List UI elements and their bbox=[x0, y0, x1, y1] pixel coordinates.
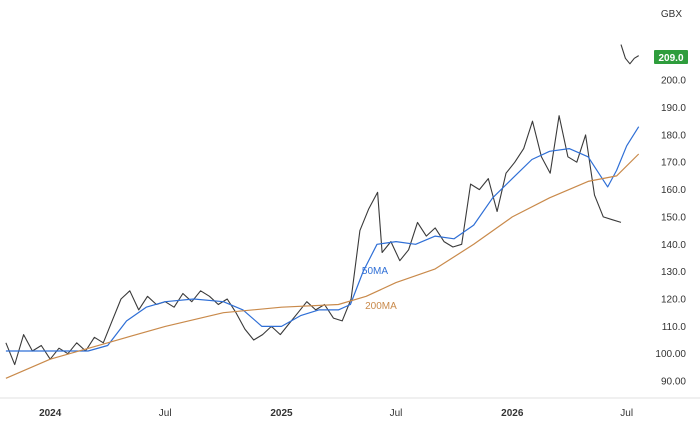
x-tick-label: 2026 bbox=[501, 408, 524, 419]
y-tick-label: 160.0 bbox=[661, 185, 686, 196]
y-tick-label: 170.0 bbox=[661, 158, 686, 169]
ma-label-200ma: 200MA bbox=[365, 301, 397, 312]
last-price-tag-bg bbox=[654, 50, 688, 64]
series-layer bbox=[5, 44, 640, 379]
y-tick-label: 140.0 bbox=[661, 240, 686, 251]
x-tick-label: 2025 bbox=[270, 408, 293, 419]
price-series-line-1 bbox=[620, 44, 639, 65]
y-tick-label: 100.00 bbox=[655, 349, 686, 360]
series-line-200ma bbox=[5, 153, 640, 379]
y-tick-label: 110.0 bbox=[662, 322, 687, 333]
y-tick-label: 120.0 bbox=[661, 295, 686, 306]
price-series-line-0 bbox=[5, 115, 622, 366]
x-tick-label: Jul bbox=[159, 408, 172, 419]
series-line-50ma bbox=[5, 126, 640, 352]
y-axis: 90.00 100.00 110.0 120.0 130.0 140.0 150.0 160.… bbox=[655, 76, 686, 388]
x-tick-label: Jul bbox=[390, 408, 403, 419]
y-tick-label: 130.0 bbox=[661, 267, 686, 278]
last-price-value: 209.0 bbox=[658, 53, 683, 64]
y-tick-label: 200.0 bbox=[661, 76, 686, 87]
last-price-tag: 209.0 bbox=[654, 50, 688, 64]
currency-label: GBX bbox=[661, 9, 682, 20]
ma-labels-layer: 50MA 200MA bbox=[362, 266, 397, 312]
y-tick-label: 150.0 bbox=[661, 212, 686, 223]
x-axis: 2024 Jul 2025 Jul 2026 Jul bbox=[39, 408, 633, 419]
ma-label-50ma: 50MA bbox=[362, 266, 388, 277]
x-tick-label: Jul bbox=[620, 408, 633, 419]
y-tick-label: 190.0 bbox=[661, 103, 686, 114]
y-tick-label: 90.00 bbox=[661, 377, 686, 388]
y-tick-label: 180.0 bbox=[661, 130, 686, 141]
x-tick-label: 2024 bbox=[39, 408, 62, 419]
